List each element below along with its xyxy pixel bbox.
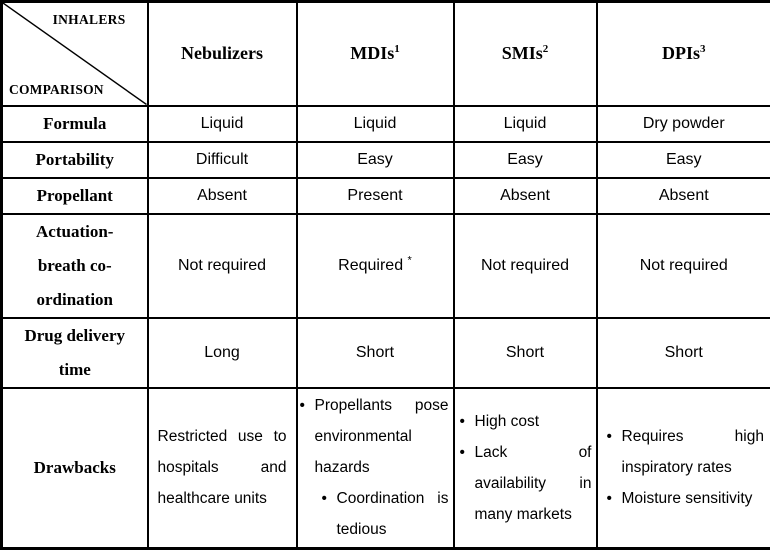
drawback-text: Restricted use to hospitals and healthca… xyxy=(157,428,287,508)
column-header-nebulizers: Nebulizers xyxy=(146,0,298,107)
cell-propellant-smis: Absent xyxy=(452,176,598,215)
reference-superscript: 1 xyxy=(394,43,400,56)
list-item: • Requires high inspiratory rates xyxy=(607,421,765,483)
list-item: • Lack of availability in many markets xyxy=(460,437,592,530)
bullet-icon: • xyxy=(321,490,327,508)
cell-drawbacks-mdis: • Propellants pose environmental hazards… xyxy=(295,386,455,550)
row-label-drug-delivery: Drug delivery time xyxy=(0,316,149,389)
drawback-text: Propellants pose environmental hazards xyxy=(314,397,449,477)
cell-portability-nebulizers: Difficult xyxy=(146,140,298,179)
row-actuation-breath-coordination: Actuation- breath co- ordination Not req… xyxy=(0,212,770,319)
cell-formula-dpis: Dry powder xyxy=(595,104,770,143)
cell-actuation-nebulizers: Not required xyxy=(146,212,298,319)
row-label-propellant: Propellant xyxy=(0,176,149,215)
cell-text: Required xyxy=(338,256,404,274)
cell-formula-mdis: Liquid xyxy=(295,104,455,143)
drawback-list: • Propellants pose environmental hazards… xyxy=(298,390,453,545)
label-line: ordination xyxy=(36,289,114,309)
drawback-list: • High cost • Lack of availability in ma… xyxy=(455,406,596,530)
cell-actuation-smis: Not required xyxy=(452,212,598,319)
list-item: • High cost xyxy=(460,406,592,437)
drawback-text: Lack of availability in many markets xyxy=(474,443,592,523)
corner-label-comparison: COMPARISON xyxy=(9,81,104,97)
cell-portability-smis: Easy xyxy=(452,140,598,179)
reference-superscript: 3 xyxy=(700,43,706,56)
cell-drawbacks-dpis: • Requires high inspiratory rates • Mois… xyxy=(595,386,770,550)
column-header-label: MDIs xyxy=(350,43,395,64)
row-label-formula: Formula xyxy=(0,104,149,143)
corner-label-inhalers: INHALERS xyxy=(52,12,126,27)
drawback-text: Moisture sensitivity xyxy=(621,490,753,508)
cell-delivery-nebulizers: Long xyxy=(146,316,298,389)
bullet-icon: • xyxy=(459,443,465,461)
label-line: Drug delivery xyxy=(24,325,126,345)
cell-drawbacks-smis: • High cost • Lack of availability in ma… xyxy=(452,386,598,550)
cell-portability-dpis: Easy xyxy=(595,140,770,179)
cell-formula-smis: Liquid xyxy=(452,104,598,143)
column-header-label: Nebulizers xyxy=(181,43,263,64)
label-line: Actuation- xyxy=(36,221,114,241)
row-drawbacks: Drawbacks Restricted use to hospitals an… xyxy=(0,386,770,550)
cell-delivery-mdis: Short xyxy=(295,316,455,389)
bullet-icon: • xyxy=(299,397,305,415)
column-header-label: DPIs xyxy=(661,43,700,64)
drawback-text: High cost xyxy=(474,412,540,430)
bullet-icon: • xyxy=(606,428,612,446)
footnote-asterisk: * xyxy=(407,254,412,267)
cell-propellant-mdis: Present xyxy=(295,176,455,215)
cell-formula-nebulizers: Liquid xyxy=(146,104,298,143)
row-formula: Formula Liquid Liquid Liquid Dry powder xyxy=(0,104,770,143)
column-header-dpis: DPIs3 xyxy=(595,0,770,107)
drawback-list: • Requires high inspiratory rates • Mois… xyxy=(598,421,770,514)
column-header-mdis: MDIs1 xyxy=(295,0,455,107)
header-row: INHALERS COMPARISON Nebulizers MDIs1 SMI… xyxy=(0,0,770,107)
row-portability: Portability Difficult Easy Easy Easy xyxy=(0,140,770,179)
cell-portability-mdis: Easy xyxy=(295,140,455,179)
bullet-icon: • xyxy=(606,490,612,508)
label-line: breath co- xyxy=(37,255,112,275)
diagonal-divider-line xyxy=(3,3,147,105)
list-item: • Coordination is tedious xyxy=(322,483,449,545)
row-label-portability: Portability xyxy=(0,140,149,179)
drawback-text: Requires high inspiratory rates xyxy=(621,428,765,477)
drawback-text: Coordination is tedious xyxy=(336,490,449,539)
cell-actuation-dpis: Not required xyxy=(595,212,770,319)
list-item: • Propellants pose environmental hazards xyxy=(300,390,449,483)
bullet-icon: • xyxy=(459,412,465,430)
cell-delivery-dpis: Short xyxy=(595,316,770,389)
reference-superscript: 2 xyxy=(542,43,549,56)
row-propellant: Propellant Absent Present Absent Absent xyxy=(0,176,770,215)
cell-propellant-nebulizers: Absent xyxy=(146,176,298,215)
cell-propellant-dpis: Absent xyxy=(595,176,770,215)
label-line: time xyxy=(58,359,91,379)
cell-actuation-mdis: Required * xyxy=(295,212,455,319)
row-label-drawbacks: Drawbacks xyxy=(0,386,149,550)
row-label-actuation: Actuation- breath co- ordination xyxy=(0,212,149,319)
cell-delivery-smis: Short xyxy=(452,316,598,389)
row-drug-delivery-time: Drug delivery time Long Short Short Shor… xyxy=(0,316,770,389)
corner-header-cell: INHALERS COMPARISON xyxy=(0,0,149,107)
column-header-smis: SMIs2 xyxy=(452,0,598,107)
column-header-label: SMIs xyxy=(501,43,543,64)
list-item: • Moisture sensitivity xyxy=(607,483,765,514)
cell-drawbacks-nebulizers: Restricted use to hospitals and healthca… xyxy=(146,386,298,550)
